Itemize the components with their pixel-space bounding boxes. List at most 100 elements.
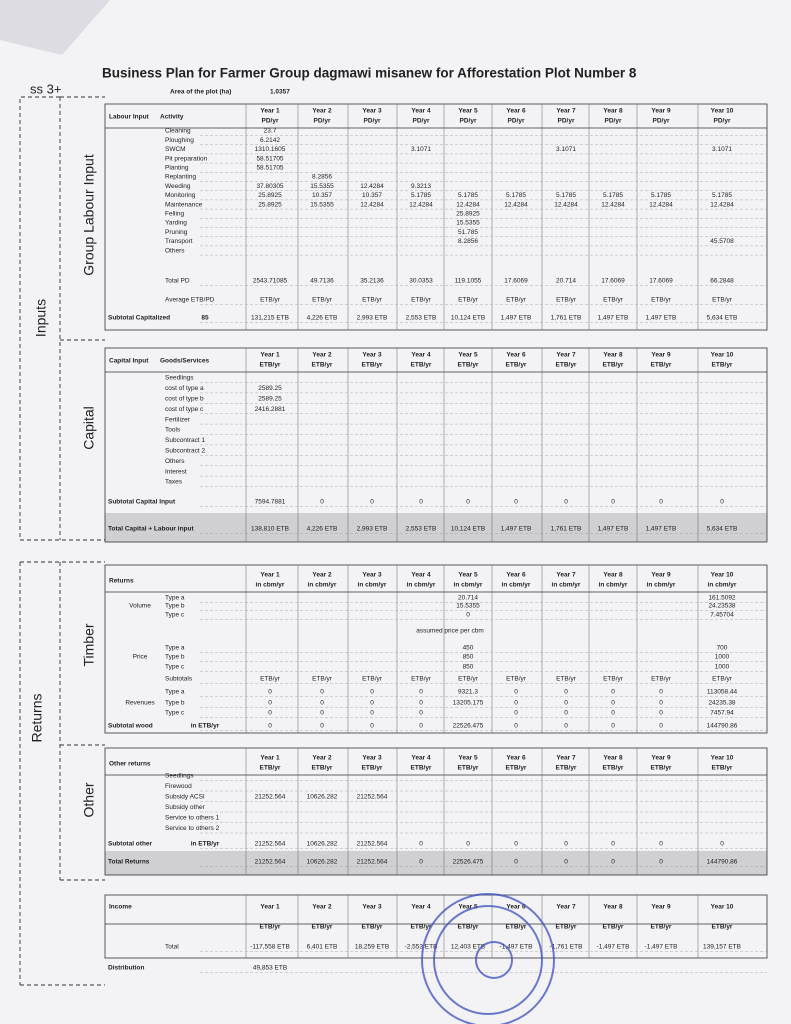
year-heading: Year 8 xyxy=(603,108,623,115)
unit-heading: ETB/yr xyxy=(712,924,733,931)
row-label: Type a xyxy=(165,595,185,602)
cell-value: 5.1785 xyxy=(603,192,623,199)
row-label: Subsidy other xyxy=(165,804,206,811)
row-label: Distribution xyxy=(108,965,144,972)
row-label: Replanting xyxy=(165,174,196,181)
cell-value: 10.357 xyxy=(312,192,332,199)
cell-value: 0 xyxy=(268,689,272,696)
cell-value: 138,810 ETB xyxy=(251,526,289,533)
cell-value: 0 xyxy=(419,499,423,506)
cell-value: 4,226 ETB xyxy=(307,315,338,322)
cell-value: 0 xyxy=(514,499,518,506)
year-heading: Year 9 xyxy=(651,572,671,579)
cell-value: 0 xyxy=(659,689,663,696)
cell-value: 2,553 ETB xyxy=(406,526,437,533)
row-label: Service to others 2 xyxy=(165,825,220,832)
cell-value: 12.4284 xyxy=(360,201,384,208)
cell-value: 1,497 ETB xyxy=(598,526,629,533)
cell-value: 10626.282 xyxy=(307,794,338,801)
year-heading: Year 5 xyxy=(458,108,478,115)
cell-value: 2543.71085 xyxy=(253,278,288,285)
cell-value: 12.4284 xyxy=(710,201,734,208)
cell-value: ETB/yr xyxy=(312,297,333,304)
cell-value: 10,124 ETB xyxy=(451,526,485,533)
cell-value: 144790.86 xyxy=(707,859,738,866)
cell-value: 7594.7881 xyxy=(255,499,286,506)
year-heading: Year 7 xyxy=(556,352,576,359)
unit-heading: ETB/yr xyxy=(651,765,672,772)
cell-value: 2,993 ETB xyxy=(357,315,388,322)
cell-value: 1,761 ETB xyxy=(551,526,582,533)
row-label: Felling xyxy=(165,211,185,218)
year-heading: Year 2 xyxy=(312,108,332,115)
cell-value: 0 xyxy=(611,723,615,730)
year-heading: Year 9 xyxy=(651,904,671,911)
cell-value: 0 xyxy=(419,723,423,730)
row-note: in ETB/yr xyxy=(191,723,220,730)
year-heading: Year 3 xyxy=(362,352,382,359)
year-heading: Year 3 xyxy=(362,572,382,579)
cell-value: ETB/yr xyxy=(260,297,281,304)
cell-value: ETB/yr xyxy=(556,676,577,683)
cell-value: 12.4284 xyxy=(456,201,480,208)
cell-value: 17.6069 xyxy=(601,278,625,285)
unit-heading: ETB/yr xyxy=(556,765,577,772)
cell-value: 0 xyxy=(514,723,518,730)
table-frame xyxy=(104,564,768,734)
cell-value: 0 xyxy=(466,499,470,506)
cell-value: 1,497 ETB xyxy=(598,315,629,322)
cell-value: 0 xyxy=(514,841,518,848)
year-heading: Year 1 xyxy=(260,904,280,911)
unit-heading: ETB/yr xyxy=(260,765,281,772)
section-heading: Labour Input xyxy=(109,114,150,121)
cell-value: 10.357 xyxy=(362,192,382,199)
cell-value: 58.51705 xyxy=(256,165,283,172)
unit-heading: ETB/yr xyxy=(260,362,281,369)
unit-heading: PD/yr xyxy=(413,118,430,125)
cell-value: 0 xyxy=(564,723,568,730)
unit-heading: ETB/yr xyxy=(506,362,527,369)
unit-heading: in cbm/yr xyxy=(256,582,285,589)
cell-value: 22526.475 xyxy=(453,859,484,866)
cell-value: 0 xyxy=(419,700,423,707)
cell-value: 3.1071 xyxy=(411,146,431,153)
year-heading: Year 4 xyxy=(411,108,431,115)
cell-value: 25.8925 xyxy=(456,211,480,218)
year-heading: Year 6 xyxy=(506,108,526,115)
cell-value: ETB/yr xyxy=(651,297,672,304)
cell-value: ETB/yr xyxy=(312,676,333,683)
row-group: Volume xyxy=(129,603,151,610)
cell-value: 5.1785 xyxy=(458,192,478,199)
row-label: Others xyxy=(165,458,185,465)
row-group: Price xyxy=(133,654,148,661)
cell-value: 49,853 ETB xyxy=(253,965,287,972)
cell-value: -1,497 ETB xyxy=(500,944,533,951)
row-label: Fertilizer xyxy=(165,416,191,423)
row-label: Subsidy ACSI xyxy=(165,794,205,801)
year-heading: Year 10 xyxy=(711,755,734,762)
cell-value: 0 xyxy=(564,499,568,506)
folded-corner xyxy=(0,0,110,55)
cell-value: 35.2136 xyxy=(360,278,384,285)
year-heading: Year 7 xyxy=(556,904,576,911)
cell-value: 1000 xyxy=(715,654,730,661)
cell-value: 0 xyxy=(659,723,663,730)
cell-value: 1,497 ETB xyxy=(646,526,677,533)
cell-value: 0 xyxy=(564,700,568,707)
title: Business Plan for Farmer Group dagmawi m… xyxy=(102,66,637,81)
cell-value: 21252.564 xyxy=(255,794,286,801)
cell-value: 0 xyxy=(514,700,518,707)
year-heading: Year 7 xyxy=(556,572,576,579)
outer-dashed-boxes xyxy=(19,96,105,986)
row-label: Pruning xyxy=(165,229,188,236)
cell-value: -117,558 ETB xyxy=(250,944,290,951)
cell-value: 0 xyxy=(370,689,374,696)
cell-value: 1,497 ETB xyxy=(501,526,532,533)
unit-heading: ETB/yr xyxy=(603,765,624,772)
cell-value: 0 xyxy=(514,710,518,717)
unit-heading: ETB/yr xyxy=(603,924,624,931)
cell-value: 20.714 xyxy=(556,278,576,285)
cell-value: 0 xyxy=(611,710,615,717)
row-label: Cleaning xyxy=(165,128,191,135)
